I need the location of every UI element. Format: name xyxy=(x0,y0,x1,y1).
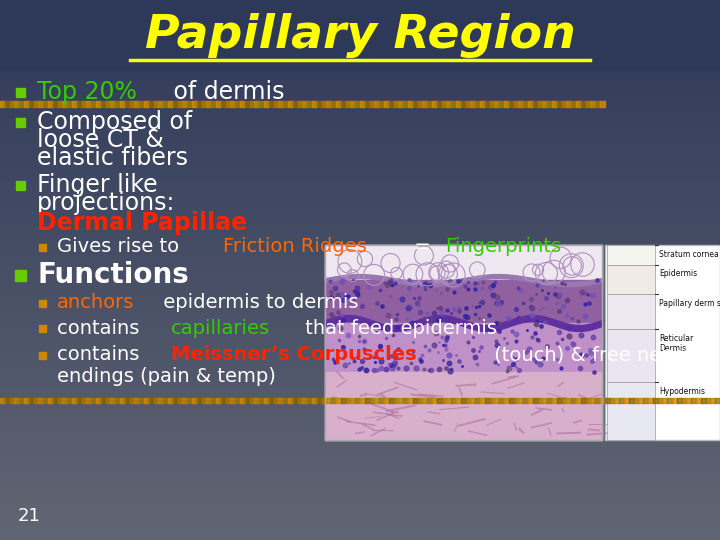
Text: elastic fibers: elastic fibers xyxy=(37,146,188,170)
Text: projections:: projections: xyxy=(37,191,176,215)
Text: Top 20%: Top 20% xyxy=(37,80,137,104)
Bar xyxy=(605,245,720,440)
Text: Stratum cornea: Stratum cornea xyxy=(660,250,719,259)
Text: =: = xyxy=(408,238,437,256)
Bar xyxy=(14,269,25,280)
Text: contains: contains xyxy=(57,319,145,338)
Bar xyxy=(16,118,24,126)
Text: Epidermis: Epidermis xyxy=(660,269,698,279)
Text: Finger like: Finger like xyxy=(37,173,158,197)
Text: Dermal Papillae: Dermal Papillae xyxy=(37,211,247,235)
Bar xyxy=(325,245,602,440)
Text: contains: contains xyxy=(57,346,145,365)
Bar xyxy=(16,87,24,97)
Bar xyxy=(0,0,720,70)
Bar xyxy=(607,329,655,381)
Text: 21: 21 xyxy=(18,507,41,525)
Text: Hypodermis: Hypodermis xyxy=(660,387,706,395)
Bar xyxy=(38,244,45,251)
Text: Composed of: Composed of xyxy=(37,110,192,134)
Text: epidermis to dermis: epidermis to dermis xyxy=(157,294,359,313)
Bar xyxy=(607,381,655,440)
Text: Meissner’s Corpuscles: Meissner’s Corpuscles xyxy=(171,346,417,365)
Text: Papillary Region: Papillary Region xyxy=(145,12,575,57)
Text: that feed epidermis: that feed epidermis xyxy=(300,319,498,338)
Text: Fingerprints: Fingerprints xyxy=(446,238,562,256)
Text: Papillary derm s: Papillary derm s xyxy=(660,299,720,308)
Bar xyxy=(38,352,45,359)
Text: Reticular
Dermis: Reticular Dermis xyxy=(660,334,693,353)
Text: (touch) & free nerve: (touch) & free nerve xyxy=(488,346,693,365)
Bar xyxy=(38,325,45,332)
Text: Gives rise to: Gives rise to xyxy=(57,238,185,256)
Bar xyxy=(607,245,655,265)
Text: loose CT &: loose CT & xyxy=(37,128,164,152)
Bar xyxy=(607,294,655,329)
Text: Friction Ridges: Friction Ridges xyxy=(222,238,366,256)
Text: capillaries: capillaries xyxy=(171,319,271,338)
Text: of dermis: of dermis xyxy=(166,80,284,104)
Text: anchors: anchors xyxy=(57,294,135,313)
Bar xyxy=(607,265,655,294)
Bar xyxy=(38,300,45,307)
Text: Functions: Functions xyxy=(37,261,189,289)
Bar xyxy=(16,180,24,190)
Text: endings (pain & temp): endings (pain & temp) xyxy=(57,368,276,387)
